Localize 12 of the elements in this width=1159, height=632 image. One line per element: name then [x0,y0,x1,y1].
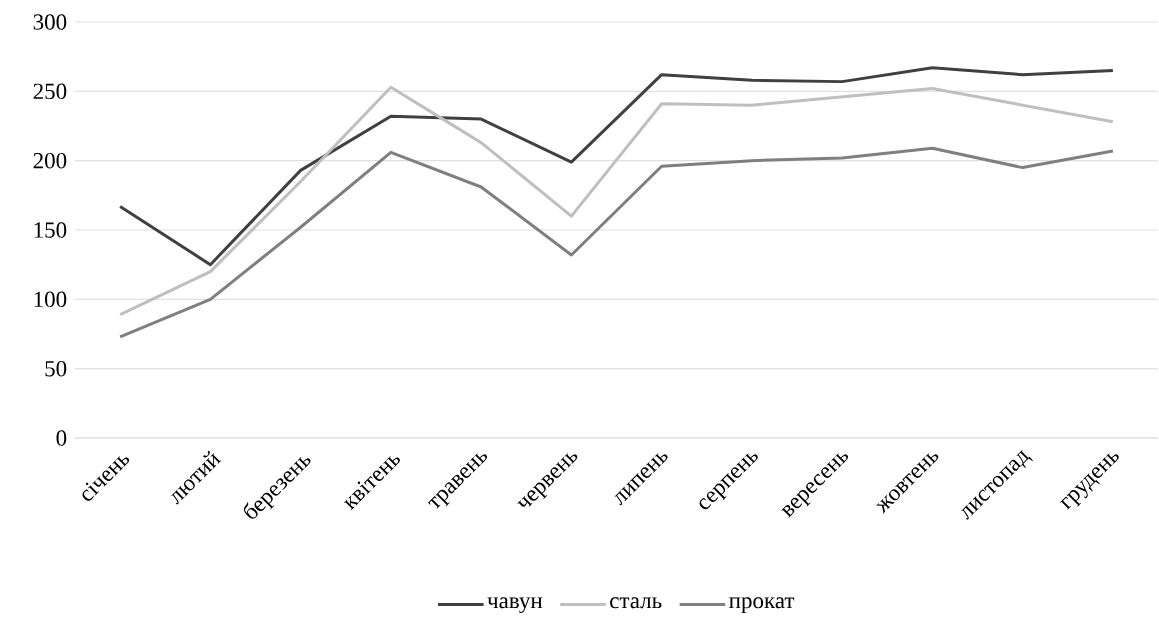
legend-label: чавун [487,597,543,614]
line-series [118,66,1115,267]
y-tick-label: 100 [34,291,67,308]
y-tick-label: 0 [56,430,67,446]
legend-label: сталь [610,597,662,609]
line-series [118,146,1115,339]
y-tick-label: 300 [33,14,67,30]
y-tick-label: 150 [34,222,67,238]
y-tick-label: 200 [33,152,67,169]
legend-label: прокат [729,597,795,613]
y-tick-label: 250 [33,83,67,100]
y-tick-label: 50 [45,360,67,377]
